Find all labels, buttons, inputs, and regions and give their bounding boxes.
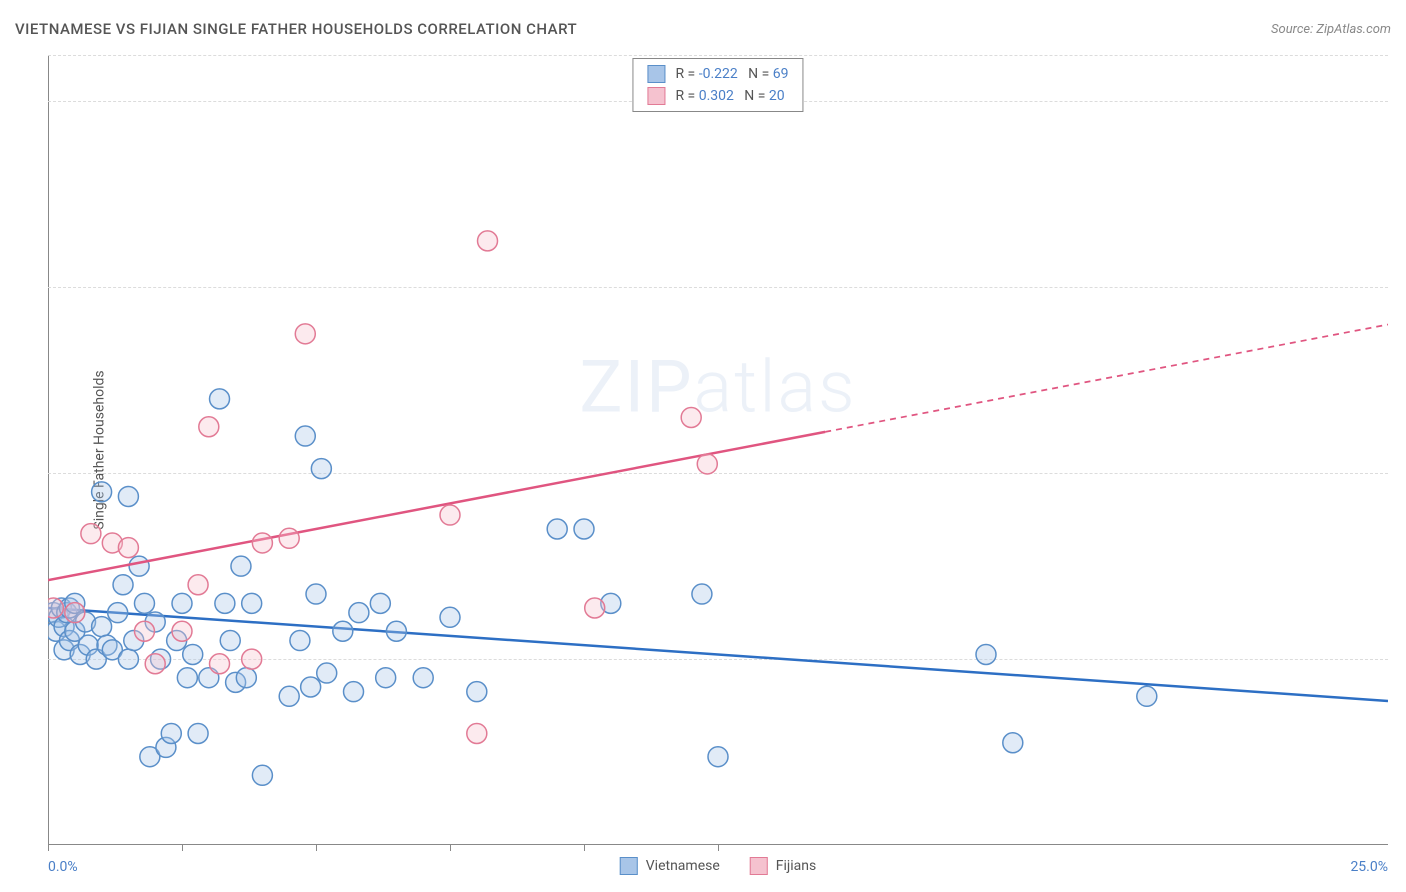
data-point-vietnamese bbox=[290, 631, 310, 651]
plot-svg bbox=[48, 55, 1388, 845]
data-point-fijians bbox=[199, 417, 219, 437]
legend-label: Fijians bbox=[776, 858, 816, 874]
data-point-fijians bbox=[134, 621, 154, 641]
data-point-vietnamese bbox=[113, 575, 133, 595]
data-point-fijians bbox=[81, 524, 101, 544]
x-axis-min-label: 0.0% bbox=[48, 859, 78, 875]
data-point-vietnamese bbox=[306, 584, 326, 604]
legend-label: Vietnamese bbox=[646, 858, 720, 874]
data-point-fijians bbox=[48, 598, 63, 618]
data-point-fijians bbox=[697, 454, 717, 474]
data-point-vietnamese bbox=[231, 556, 251, 576]
data-point-fijians bbox=[295, 324, 315, 344]
data-point-vietnamese bbox=[386, 621, 406, 641]
data-point-fijians bbox=[118, 538, 138, 558]
data-point-vietnamese bbox=[295, 426, 315, 446]
data-point-vietnamese bbox=[252, 765, 272, 785]
data-point-vietnamese bbox=[279, 686, 299, 706]
series-legend: Vietnamese Fijians bbox=[620, 857, 817, 875]
data-point-vietnamese bbox=[118, 486, 138, 506]
legend-row: R = 0.302 N = 20 bbox=[647, 87, 788, 105]
data-point-vietnamese bbox=[161, 723, 181, 743]
data-point-vietnamese bbox=[547, 519, 567, 539]
data-point-vietnamese bbox=[376, 668, 396, 688]
data-point-vietnamese bbox=[242, 593, 262, 613]
x-tick-mark bbox=[182, 845, 183, 851]
data-point-vietnamese bbox=[333, 621, 353, 641]
data-point-fijians bbox=[65, 603, 85, 623]
data-point-vietnamese bbox=[210, 389, 230, 409]
data-point-vietnamese bbox=[172, 593, 192, 613]
data-point-fijians bbox=[279, 528, 299, 548]
data-point-fijians bbox=[252, 533, 272, 553]
data-point-fijians bbox=[440, 505, 460, 525]
data-point-fijians bbox=[585, 598, 605, 618]
legend-item: Vietnamese bbox=[620, 857, 720, 875]
data-point-vietnamese bbox=[349, 603, 369, 623]
chart-title: VIETNAMESE VS FIJIAN SINGLE FATHER HOUSE… bbox=[15, 20, 577, 38]
legend-swatch bbox=[620, 857, 638, 875]
data-point-vietnamese bbox=[1003, 733, 1023, 753]
data-point-vietnamese bbox=[215, 593, 235, 613]
data-point-fijians bbox=[145, 654, 165, 674]
data-point-vietnamese bbox=[311, 459, 331, 479]
data-point-vietnamese bbox=[467, 682, 487, 702]
data-point-fijians bbox=[172, 621, 192, 641]
data-point-vietnamese bbox=[976, 644, 996, 664]
data-point-vietnamese bbox=[108, 603, 128, 623]
chart-container: VIETNAMESE VS FIJIAN SINGLE FATHER HOUSE… bbox=[0, 0, 1406, 892]
header: VIETNAMESE VS FIJIAN SINGLE FATHER HOUSE… bbox=[15, 20, 1391, 38]
data-point-vietnamese bbox=[134, 593, 154, 613]
legend-text: R = -0.222 N = 69 bbox=[675, 66, 788, 82]
data-point-vietnamese bbox=[129, 556, 149, 576]
data-point-vietnamese bbox=[188, 723, 208, 743]
x-tick-mark bbox=[48, 845, 49, 851]
data-point-vietnamese bbox=[92, 617, 112, 637]
chart-area: Single Father Households ZIPatlas 2.0%4.… bbox=[48, 55, 1388, 845]
data-point-vietnamese bbox=[1137, 686, 1157, 706]
x-tick-mark bbox=[316, 845, 317, 851]
x-axis-max-label: 25.0% bbox=[1350, 859, 1388, 875]
data-point-fijians bbox=[242, 649, 262, 669]
data-point-fijians bbox=[681, 407, 701, 427]
x-tick-mark bbox=[718, 845, 719, 851]
data-point-vietnamese bbox=[236, 668, 256, 688]
data-point-vietnamese bbox=[708, 747, 728, 767]
x-tick-mark bbox=[584, 845, 585, 851]
data-point-vietnamese bbox=[692, 584, 712, 604]
data-point-vietnamese bbox=[220, 631, 240, 651]
legend-text: R = 0.302 N = 20 bbox=[675, 88, 784, 104]
data-point-vietnamese bbox=[183, 644, 203, 664]
data-point-vietnamese bbox=[118, 649, 138, 669]
trendline-fijians-extrapolated bbox=[825, 325, 1388, 432]
data-point-vietnamese bbox=[440, 607, 460, 627]
data-point-fijians bbox=[478, 231, 498, 251]
legend-swatch bbox=[647, 65, 665, 83]
legend-swatch bbox=[750, 857, 768, 875]
data-point-vietnamese bbox=[370, 593, 390, 613]
source-label: Source: ZipAtlas.com bbox=[1271, 22, 1391, 37]
legend-item: Fijians bbox=[750, 857, 816, 875]
data-point-fijians bbox=[188, 575, 208, 595]
data-point-vietnamese bbox=[344, 682, 364, 702]
data-point-vietnamese bbox=[413, 668, 433, 688]
data-point-vietnamese bbox=[301, 677, 321, 697]
data-point-fijians bbox=[210, 654, 230, 674]
data-point-vietnamese bbox=[177, 668, 197, 688]
data-point-vietnamese bbox=[574, 519, 594, 539]
data-point-fijians bbox=[467, 723, 487, 743]
data-point-vietnamese bbox=[317, 663, 337, 683]
data-point-vietnamese bbox=[92, 482, 112, 502]
correlation-legend: R = -0.222 N = 69 R = 0.302 N = 20 bbox=[632, 58, 803, 112]
x-tick-mark bbox=[450, 845, 451, 851]
legend-swatch bbox=[647, 87, 665, 105]
legend-row: R = -0.222 N = 69 bbox=[647, 65, 788, 83]
